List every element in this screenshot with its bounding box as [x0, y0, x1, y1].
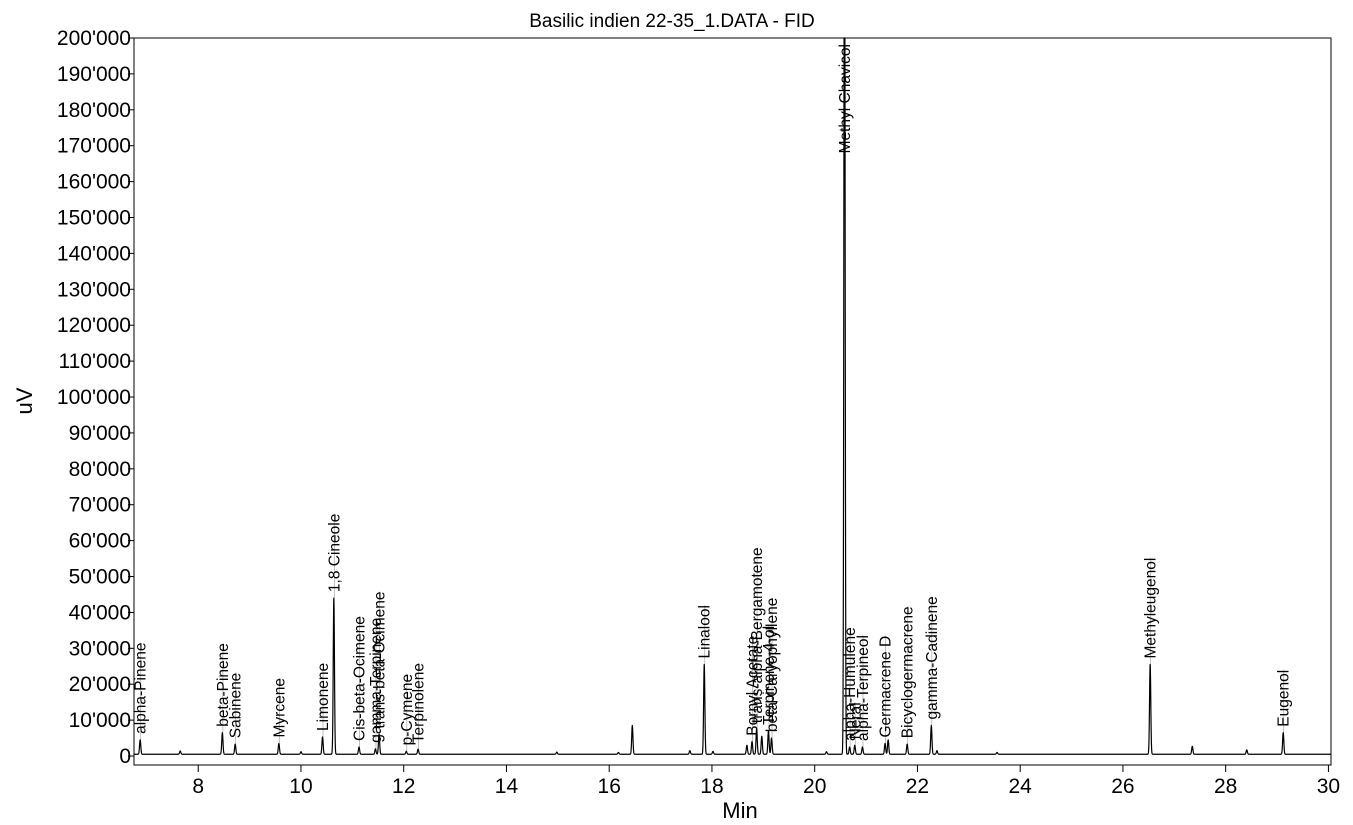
y-tick-label: 40'000: [69, 601, 131, 624]
x-axis: 8 10 12 14 16 18 20 22 24 26 28 30: [192, 765, 1340, 798]
peak-label-beta-pinene: beta-Pinene: [215, 643, 232, 727]
peak-label-terpinolene: Terpinolene: [411, 663, 428, 743]
peak-label-bornyl-acetate: Bornyl Acetate: [745, 636, 762, 736]
x-tick-label: 28: [1214, 775, 1237, 798]
peak-label-trans-beta-ocimene: trans-beta-Ocimene: [372, 592, 389, 729]
y-tick-label: 160'000: [57, 171, 131, 194]
peak-label-alpha-humulene: alpha-Humulene: [842, 627, 859, 741]
y-tick-label: 180'000: [57, 99, 131, 122]
y-tick-label: 90'000: [69, 422, 131, 445]
x-tick-label: 14: [495, 775, 519, 798]
peak-label-terpinene-4-ol: Terpinene-4-ol: [761, 626, 778, 725]
plot-area-frame: [133, 37, 1332, 766]
peak-label-neral: Neral: [847, 702, 864, 739]
peak-label-eugenol: Eugenol: [1276, 670, 1293, 727]
y-tick-label: 50'000: [69, 566, 131, 589]
x-axis-label: Min: [722, 798, 757, 823]
x-tick-label: 16: [598, 775, 621, 798]
x-tick-label: 22: [906, 775, 929, 798]
peak-label-myrcene: Myrcene: [271, 678, 288, 737]
peak-label-methyleugenol: Methyleugenol: [1143, 558, 1160, 659]
peak-label-gamma-cadinene: gamma-Cadinene: [924, 596, 941, 719]
y-tick-label: 80'000: [69, 458, 131, 481]
x-tick-label: 30: [1317, 775, 1340, 798]
peak-label-beta-caryophyllene: beta-Caryophyllene: [764, 598, 781, 732]
peak-label-trans-alpha-bergamotene: trans-alpha-Bergamotene: [749, 547, 766, 723]
peak-label-alpha-terpineol: alpha-Terpineol: [855, 635, 872, 741]
x-tick-label: 20: [803, 775, 826, 798]
peak-label-germacrene-d: Germacrene D: [878, 636, 895, 738]
y-tick-label: 130'000: [57, 278, 131, 301]
y-tick-label: 200'000: [57, 27, 131, 50]
y-tick-label: 120'000: [57, 314, 131, 337]
y-tick-label: 70'000: [69, 494, 131, 517]
peak-label-bicyclogermacrene: Bicyclogermacrene: [900, 606, 917, 738]
y-tick-label: 140'000: [57, 242, 131, 265]
x-tick-label: 24: [1009, 775, 1033, 798]
y-tick-label: 110'000: [58, 350, 131, 373]
peak-label-linalool: Linalool: [697, 605, 714, 658]
chromatogram-trace: [133, 37, 1332, 755]
x-tick-label: 26: [1111, 775, 1134, 798]
peak-label-p-cymene: p-Cymene: [399, 674, 416, 746]
y-tick-label: 10'000: [69, 709, 131, 732]
y-tick-label: 150'000: [57, 207, 131, 230]
x-tick-label: 8: [192, 775, 204, 798]
peak-label-cis-beta-ocimene: Cis-beta-Ocimene: [352, 616, 369, 741]
y-tick-label: 20'000: [69, 673, 131, 696]
y-tick-label: 60'000: [69, 530, 131, 553]
x-tick-label: 18: [700, 775, 723, 798]
peak-label-gamma-terpinene: gamma-Terpinene: [368, 618, 385, 743]
y-tick-label: 30'000: [69, 637, 131, 660]
y-tick-label: 190'000: [57, 63, 131, 86]
y-tick-label: 100'000: [57, 386, 131, 409]
peak-label-alpha-pinene: alpha-Pinene: [133, 643, 150, 734]
y-axis-label: uV: [12, 387, 37, 414]
y-tick-label: 170'000: [57, 135, 131, 158]
y-tick-label: 0: [119, 745, 131, 768]
peak-label-methyl-chavicol: Methyl Chavicol: [837, 44, 854, 153]
chart-title: Basilic indien 22-35_1.DATA - FID: [529, 11, 814, 32]
peak-label-limonene: Limonene: [315, 663, 332, 731]
x-tick-label: 10: [289, 775, 312, 798]
peak-label-1-8-cineole: 1,8 Cineole: [326, 514, 343, 592]
peak-label-sabinene: Sabinene: [228, 673, 245, 739]
y-axis: 0 10'000 20'000 30'000 40'000 50'000 60'000 70'…: [57, 27, 134, 768]
x-tick-label: 12: [392, 775, 415, 798]
